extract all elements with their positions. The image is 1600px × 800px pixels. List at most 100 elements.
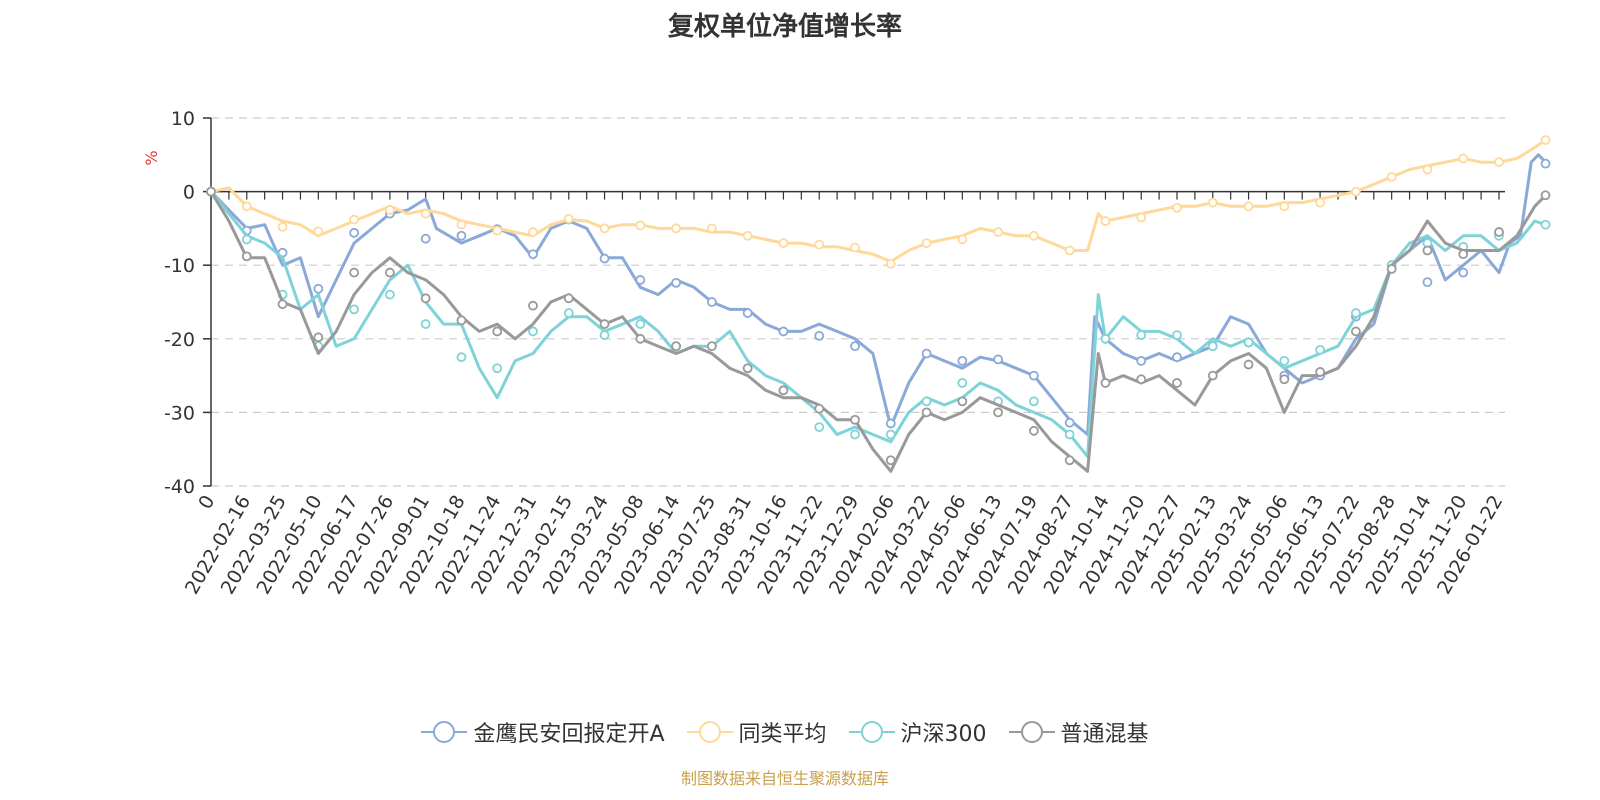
data-point[interactable]: [921, 407, 932, 418]
data-point[interactable]: [671, 277, 682, 288]
data-point[interactable]: [599, 223, 610, 234]
data-point[interactable]: [706, 297, 717, 307]
data-point[interactable]: [1207, 341, 1218, 352]
data-point[interactable]: [384, 289, 395, 300]
data-point[interactable]: [1315, 197, 1326, 208]
data-point[interactable]: [957, 378, 968, 388]
legend-item-jinying[interactable]: 金鹰民安回报定开A: [421, 716, 665, 748]
data-point[interactable]: [456, 315, 467, 326]
data-point[interactable]: [563, 213, 574, 224]
data-point[interactable]: [1064, 245, 1075, 256]
data-point[interactable]: [1028, 425, 1039, 436]
data-point[interactable]: [1064, 417, 1075, 428]
data-point[interactable]: [885, 418, 896, 429]
data-point[interactable]: [921, 238, 932, 249]
data-point[interactable]: [635, 220, 646, 231]
data-point[interactable]: [706, 223, 717, 234]
data-point[interactable]: [241, 201, 252, 212]
data-point[interactable]: [456, 230, 467, 241]
data-point[interactable]: [1540, 190, 1551, 201]
data-point[interactable]: [349, 304, 360, 315]
data-point[interactable]: [241, 234, 252, 245]
data-point[interactable]: [1350, 186, 1361, 197]
data-point[interactable]: [563, 308, 574, 318]
data-point[interactable]: [277, 222, 288, 232]
data-point[interactable]: [1386, 171, 1397, 182]
data-point[interactable]: [1028, 370, 1039, 381]
legend-item-mixed-fund[interactable]: 普通混基: [1008, 716, 1149, 748]
data-point[interactable]: [957, 396, 968, 407]
data-point[interactable]: [1540, 219, 1551, 230]
data-point[interactable]: [492, 363, 503, 374]
data-point[interactable]: [1279, 374, 1290, 385]
data-point[interactable]: [313, 226, 324, 237]
data-point[interactable]: [1458, 153, 1469, 164]
data-point[interactable]: [1422, 245, 1433, 256]
data-point[interactable]: [1172, 202, 1182, 213]
data-point[interactable]: [349, 214, 360, 225]
data-point[interactable]: [1172, 330, 1182, 341]
data-point[interactable]: [492, 225, 503, 236]
data-point[interactable]: [277, 299, 288, 310]
data-point[interactable]: [1540, 135, 1551, 145]
data-point[interactable]: [313, 283, 324, 294]
data-point[interactable]: [456, 352, 467, 363]
data-point[interactable]: [850, 341, 860, 352]
data-point[interactable]: [993, 407, 1004, 418]
data-point[interactable]: [420, 233, 431, 244]
data-point[interactable]: [993, 227, 1004, 237]
data-point[interactable]: [742, 308, 753, 318]
data-point[interactable]: [384, 205, 395, 215]
data-point[interactable]: [1136, 355, 1147, 366]
data-point[interactable]: [957, 234, 968, 245]
data-point[interactable]: [420, 319, 431, 329]
data-point[interactable]: [885, 429, 896, 440]
data-point[interactable]: [814, 239, 825, 250]
data-point[interactable]: [599, 330, 610, 341]
data-point[interactable]: [384, 267, 395, 278]
data-point[interactable]: [420, 208, 431, 219]
data-point[interactable]: [885, 258, 896, 269]
data-point[interactable]: [599, 253, 610, 264]
data-point[interactable]: [742, 363, 753, 374]
data-point[interactable]: [993, 354, 1004, 365]
data-point[interactable]: [349, 267, 360, 278]
data-point[interactable]: [528, 326, 538, 337]
data-point[interactable]: [921, 396, 932, 407]
data-point[interactable]: [528, 227, 538, 237]
data-point[interactable]: [635, 319, 646, 329]
data-point[interactable]: [1458, 249, 1469, 260]
data-point[interactable]: [1386, 263, 1397, 274]
data-point[interactable]: [742, 230, 753, 241]
data-point[interactable]: [850, 429, 860, 440]
data-point[interactable]: [1422, 277, 1433, 288]
data-point[interactable]: [1028, 396, 1039, 407]
data-point[interactable]: [1540, 158, 1551, 169]
data-point[interactable]: [778, 326, 789, 337]
data-point[interactable]: [1172, 378, 1182, 388]
data-point[interactable]: [349, 227, 360, 238]
data-point[interactable]: [850, 414, 860, 425]
data-point[interactable]: [1100, 333, 1111, 344]
data-point[interactable]: [1315, 367, 1326, 377]
data-point[interactable]: [1172, 352, 1182, 363]
data-point[interactable]: [206, 186, 216, 197]
data-point[interactable]: [1315, 344, 1326, 355]
legend-item-csi300[interactable]: 沪深300: [848, 716, 987, 748]
data-point[interactable]: [778, 385, 789, 396]
data-point[interactable]: [850, 242, 860, 253]
data-point[interactable]: [241, 251, 252, 262]
data-point[interactable]: [814, 330, 825, 341]
data-point[interactable]: [528, 300, 538, 311]
data-point[interactable]: [420, 293, 431, 304]
data-point[interactable]: [1064, 455, 1075, 466]
data-point[interactable]: [1494, 157, 1504, 168]
legend-item-peer-average[interactable]: 同类平均: [686, 716, 827, 748]
data-point[interactable]: [1136, 212, 1147, 223]
data-point[interactable]: [1136, 374, 1147, 385]
data-point[interactable]: [635, 275, 646, 285]
data-point[interactable]: [1100, 216, 1111, 226]
data-point[interactable]: [1350, 308, 1361, 318]
data-point[interactable]: [957, 355, 968, 366]
data-point[interactable]: [778, 238, 789, 249]
